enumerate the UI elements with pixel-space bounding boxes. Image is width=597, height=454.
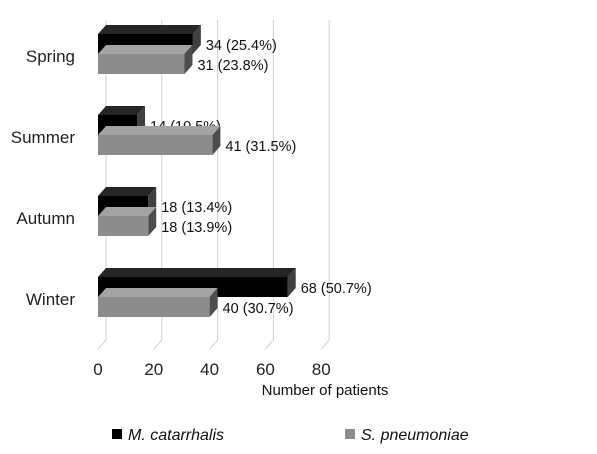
bar-top <box>98 288 218 297</box>
bar-top <box>98 207 157 216</box>
bar-side <box>192 25 201 54</box>
bar-side <box>212 126 221 155</box>
x-axis-title: Number of patients <box>262 382 389 399</box>
x-tick-label: 0 <box>93 360 102 379</box>
bar-side <box>287 268 296 297</box>
bar-top <box>98 187 157 196</box>
data-label: 18 (13.4%) <box>161 200 232 216</box>
category-label: Autumn <box>16 209 75 228</box>
bar <box>98 135 213 155</box>
legend: M. catarrhalis S. pneumoniae <box>112 427 469 444</box>
bar-top <box>98 106 146 115</box>
data-label: 68 (50.7%) <box>301 281 372 297</box>
gridline-foot <box>320 339 330 350</box>
data-label: 40 (30.7%) <box>223 301 294 317</box>
legend-swatch <box>345 429 355 439</box>
x-tick-label: 60 <box>256 360 275 379</box>
bars-group: 34 (25.4%)31 (23.8%)14 (10.5%)41 (31.5%)… <box>98 25 372 317</box>
legend-swatch <box>112 429 122 439</box>
legend-label: S. pneumoniae <box>361 427 469 444</box>
gridline-foot <box>153 339 163 350</box>
category-label: Summer <box>11 128 76 147</box>
bar-top <box>98 25 201 34</box>
bar-top <box>98 268 296 277</box>
x-tick-label: 40 <box>200 360 219 379</box>
bar <box>98 54 185 74</box>
bar-side <box>184 45 193 74</box>
category-label: Winter <box>26 290 75 309</box>
category-label: Spring <box>26 47 75 66</box>
data-label: 41 (31.5%) <box>225 139 296 155</box>
bar-top <box>98 45 193 54</box>
data-label: 18 (13.9%) <box>161 220 232 236</box>
floor-edge <box>97 339 107 350</box>
gridline-foot <box>265 339 274 350</box>
category-labels: Spring Summer Autumn Winter <box>11 47 76 309</box>
gridline-foot <box>209 339 218 350</box>
bar-side <box>209 288 218 317</box>
legend-label: M. catarrhalis <box>128 427 224 444</box>
tick-labels: 0 20 40 60 80 <box>93 360 330 379</box>
bar <box>98 297 210 317</box>
data-label: 34 (25.4%) <box>206 38 277 54</box>
bar-top <box>98 126 221 135</box>
data-label: 31 (23.8%) <box>197 58 268 74</box>
bar-side <box>148 207 157 236</box>
bar <box>98 216 149 236</box>
x-tick-label: 80 <box>312 360 331 379</box>
x-tick-label: 20 <box>144 360 163 379</box>
